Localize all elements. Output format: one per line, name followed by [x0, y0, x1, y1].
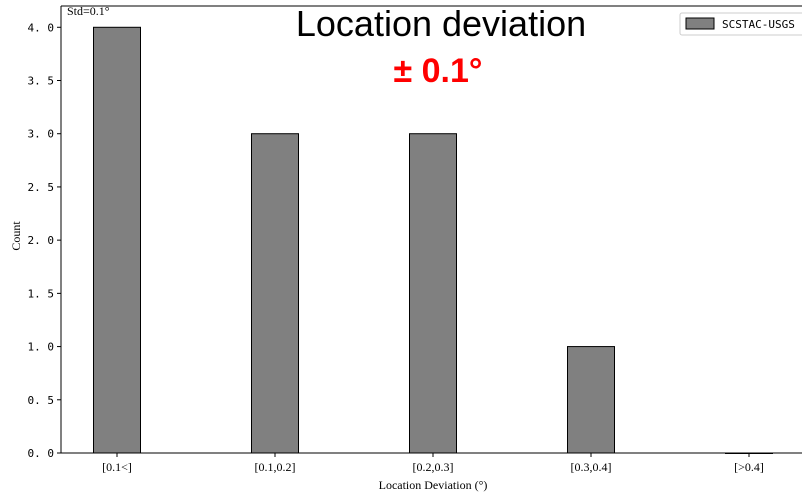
x-tick-label: [0.2,0.3]: [413, 460, 454, 474]
y-tick-label: 2. 5: [28, 181, 55, 194]
tick-labels: 0. 0 0. 5 1. 0 1. 5 2. 0 2. 5 3. 0 3. 5 4. 0 [0.1…: [28, 21, 764, 474]
bar: [725, 452, 773, 454]
y-tick-label: 1. 5: [28, 287, 55, 300]
y-axis-title: Count: [9, 221, 23, 251]
bar: [567, 346, 615, 454]
legend-label: SCSTAC-USGS: [722, 18, 795, 31]
bars: [93, 26, 773, 454]
x-tick-label: [0.1,0.2]: [255, 460, 296, 474]
y-tick-label: 1. 0: [28, 341, 55, 354]
bar: [251, 133, 299, 454]
axes: [57, 5, 802, 457]
y-tick-label: 4. 0: [28, 21, 55, 34]
x-axis-title: Location Deviation (°): [379, 478, 488, 492]
x-tick-label: [0.3,0.4]: [571, 460, 612, 474]
y-tick-label: 3. 0: [28, 128, 55, 141]
x-tick-label: [0.1<]: [102, 460, 132, 474]
y-tick-label: 0. 0: [28, 447, 55, 460]
std-annotation: Std=0.1°: [67, 4, 110, 18]
bar: [409, 133, 457, 454]
y-tick-label: 2. 0: [28, 234, 55, 247]
legend-swatch: [685, 17, 715, 30]
x-tick-label: [>0.4]: [734, 460, 764, 474]
chart-subtitle: ± 0.1°: [394, 52, 483, 90]
y-tick-label: 0. 5: [28, 394, 55, 407]
bar: [93, 26, 141, 454]
legend: SCSTAC-USGS: [679, 12, 802, 36]
chart-title: Location deviation: [296, 3, 586, 44]
y-tick-label: 3. 5: [28, 75, 55, 88]
